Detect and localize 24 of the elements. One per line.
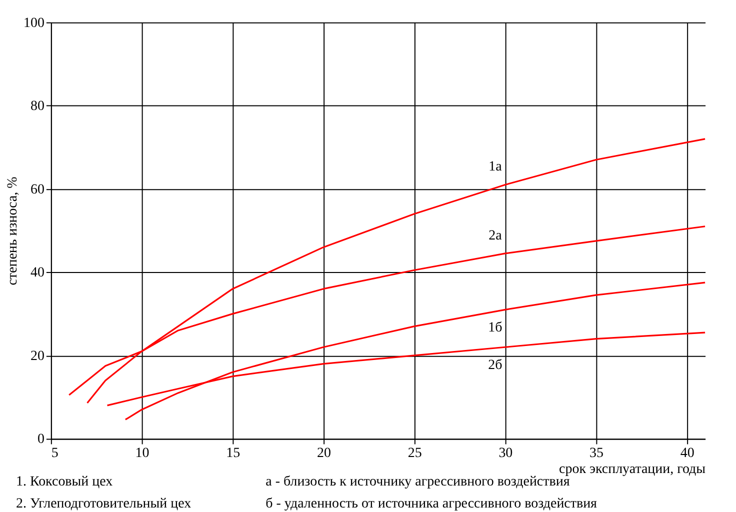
series-label: 1б	[488, 320, 502, 336]
y-tick-label: 80	[30, 99, 44, 114]
x-tick-label: 25	[408, 446, 422, 462]
x-tick-label: 5	[51, 446, 58, 462]
y-tick-label: 60	[30, 182, 44, 198]
y-tick-label: 100	[23, 16, 44, 31]
series-label: 2а	[488, 228, 503, 244]
y-tick-label: 40	[30, 266, 44, 281]
series-label: 1а	[488, 160, 503, 175]
series-label: 2б	[488, 358, 502, 374]
x-tick-label: 35	[590, 446, 604, 462]
x-axis-title: срок эксплуатации, годы	[559, 462, 706, 478]
x-tick-label: 20	[316, 446, 331, 462]
x-tick-label: 30	[498, 446, 513, 462]
text: а - близость к источнику агрессивного воздействия	[266, 474, 570, 490]
x-tick-label: 40	[680, 446, 694, 462]
text: б - удаленность от источника агрессивного воздействия	[266, 496, 598, 512]
y-tick-label: 20	[30, 348, 44, 364]
y-tick-label: 0	[37, 432, 44, 448]
x-tick-label: 10	[135, 446, 150, 462]
x-tick-label: 15	[226, 446, 240, 462]
text: 2. Углеподготовительный цех	[16, 496, 192, 512]
y-axis-title: степень износа, %	[5, 176, 20, 286]
text: 1. Коксовый цех	[16, 474, 113, 490]
